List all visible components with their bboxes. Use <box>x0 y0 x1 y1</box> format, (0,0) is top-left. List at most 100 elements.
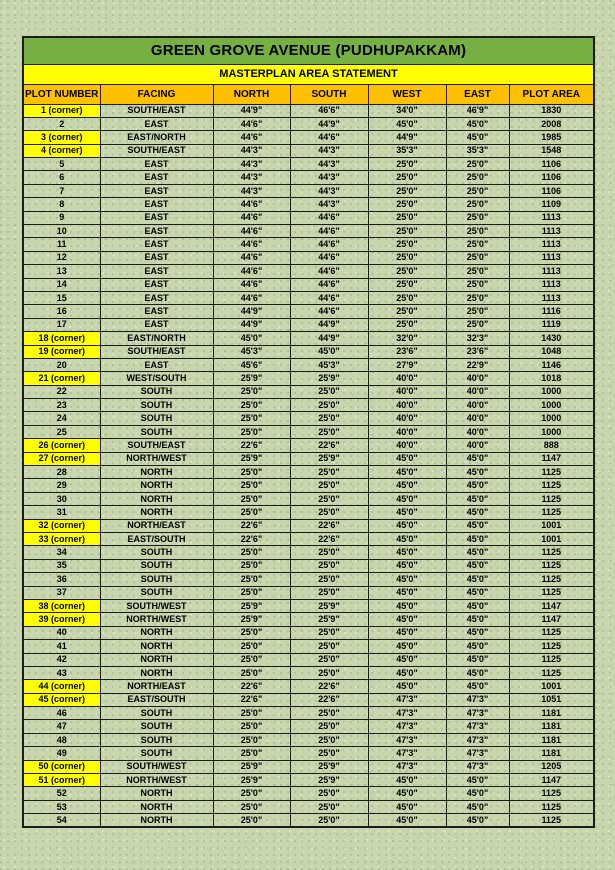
table-row: 44 (corner) NORTH/EAST 22'6" 22'6" 45'0" 45'0… <box>22 679 595 694</box>
cell-plot-area: 1113 <box>508 210 595 226</box>
plot-number-cell: 15 <box>22 290 101 306</box>
cell-west: 45'0" <box>367 813 447 828</box>
cell-east: 35'3" <box>445 143 510 159</box>
cell-east: 25'0" <box>445 264 510 279</box>
plot-table-body: 1 (corner) SOUTH/EAST 44'9" 46'6" 34'0" 46'9"… <box>22 103 595 828</box>
cell-north: 25'0" <box>212 639 291 654</box>
cell-facing: NORTH <box>99 639 214 654</box>
cell-east: 47'3" <box>445 732 510 748</box>
cell-west: 45'0" <box>367 572 447 587</box>
cell-west: 25'0" <box>367 157 447 172</box>
cell-west: 45'0" <box>367 585 447 600</box>
plot-number-cell: 28 <box>22 465 101 480</box>
cell-north: 22'6" <box>212 679 291 694</box>
table-row: 50 (corner) SOUTH/WEST 25'9" 25'9" 47'3" 47'3… <box>22 759 595 775</box>
cell-east: 40'0" <box>445 438 510 453</box>
cell-facing: NORTH/EAST <box>99 518 214 534</box>
table-row: 3 (corner) EAST/NORTH 44'6" 44'6" 44'9" 45'0"… <box>22 130 595 145</box>
cell-plot-area: 888 <box>508 438 595 453</box>
cell-plot-area: 1147 <box>508 773 595 788</box>
cell-plot-area: 1430 <box>508 331 595 346</box>
table-row: 34 SOUTH 25'0" 25'0" 45'0" 45'0" 1125 <box>22 545 595 560</box>
cell-west: 45'0" <box>367 465 447 480</box>
cell-facing: EAST <box>99 290 214 306</box>
cell-west: 47'3" <box>367 746 447 761</box>
cell-west: 25'0" <box>367 210 447 226</box>
cell-south: 25'9" <box>289 773 369 788</box>
cell-plot-area: 1125 <box>508 813 595 828</box>
cell-north: 44'9" <box>212 317 291 333</box>
plot-number-cell: 9 <box>22 210 101 226</box>
cell-facing: NORTH <box>99 478 214 493</box>
cell-north: 44'6" <box>212 224 291 239</box>
cell-facing: SOUTH <box>99 719 214 734</box>
masterplan-table: GREEN GROVE AVENUE (PUDHUPAKKAM) MASTERP… <box>22 36 596 829</box>
cell-south: 25'0" <box>289 558 369 574</box>
table-row: 54 NORTH 25'0" 25'0" 45'0" 45'0" 1125 <box>22 813 595 828</box>
plot-number-cell: 6 <box>22 170 101 185</box>
cell-south: 45'3" <box>289 357 369 373</box>
cell-plot-area: 1181 <box>508 746 595 761</box>
cell-west: 45'0" <box>367 652 447 667</box>
cell-south: 44'3" <box>289 157 369 172</box>
cell-facing: SOUTH <box>99 545 214 560</box>
cell-north: 44'6" <box>212 277 291 292</box>
cell-west: 47'3" <box>367 719 447 734</box>
cell-south: 22'6" <box>289 518 369 534</box>
cell-east: 25'0" <box>445 157 510 172</box>
cell-facing: NORTH <box>99 799 214 815</box>
cell-north: 44'3" <box>212 183 291 199</box>
cell-north: 44'9" <box>212 103 291 118</box>
cell-plot-area: 1048 <box>508 344 595 359</box>
col-header-west: WEST <box>367 83 447 105</box>
cell-south: 46'6" <box>289 103 369 118</box>
table-row: 23 SOUTH 25'0" 25'0" 40'0" 40'0" 1000 <box>22 398 595 413</box>
cell-facing: EAST <box>99 357 214 373</box>
cell-east: 45'0" <box>445 518 510 534</box>
cell-west: 45'0" <box>367 518 447 534</box>
plot-number-cell: 8 <box>22 197 101 212</box>
cell-south: 44'6" <box>289 304 369 319</box>
cell-east: 45'0" <box>445 799 510 815</box>
plot-number-cell: 1 (corner) <box>22 103 101 118</box>
cell-facing: NORTH <box>99 786 214 801</box>
plot-number-cell: 11 <box>22 237 101 252</box>
cell-south: 44'6" <box>289 264 369 279</box>
cell-east: 45'0" <box>445 116 510 132</box>
cell-north: 44'6" <box>212 264 291 279</box>
table-row: 38 (corner) SOUTH/WEST 25'9" 25'9" 45'0" 45'0… <box>22 598 595 614</box>
cell-south: 25'0" <box>289 706 369 721</box>
cell-east: 45'0" <box>445 491 510 507</box>
cell-south: 44'6" <box>289 130 369 145</box>
cell-east: 46'9" <box>445 103 510 118</box>
cell-plot-area: 1125 <box>508 572 595 587</box>
cell-south: 25'0" <box>289 545 369 560</box>
cell-facing: SOUTH <box>99 384 214 400</box>
table-row: 28 NORTH 25'0" 25'0" 45'0" 45'0" 1125 <box>22 465 595 480</box>
cell-plot-area: 1113 <box>508 224 595 239</box>
table-row: 27 (corner) NORTH/WEST 25'9" 25'9" 45'0" 45'0… <box>22 451 595 467</box>
table-row: 26 (corner) SOUTH/EAST 22'6" 22'6" 40'0" 40'0… <box>22 438 595 453</box>
table-row: 8 EAST 44'6" 44'3" 25'0" 25'0" 1109 <box>22 197 595 212</box>
col-header-north: NORTH <box>212 83 291 105</box>
cell-south: 25'0" <box>289 572 369 587</box>
plot-number-cell: 14 <box>22 277 101 292</box>
cell-south: 25'0" <box>289 384 369 400</box>
cell-west: 35'3" <box>367 143 447 159</box>
cell-north: 25'9" <box>212 598 291 614</box>
plot-number-cell: 49 <box>22 746 101 761</box>
cell-west: 45'0" <box>367 116 447 132</box>
cell-east: 45'0" <box>445 585 510 600</box>
cell-facing: EAST <box>99 277 214 292</box>
cell-west: 47'3" <box>367 706 447 721</box>
plot-number-cell: 48 <box>22 732 101 748</box>
cell-plot-area: 1113 <box>508 290 595 306</box>
cell-north: 25'0" <box>212 558 291 574</box>
plot-number-cell: 22 <box>22 384 101 400</box>
table-row: 31 NORTH 25'0" 25'0" 45'0" 45'0" 1125 <box>22 505 595 520</box>
cell-east: 25'0" <box>445 250 510 266</box>
cell-west: 47'3" <box>367 759 447 775</box>
title-row: GREEN GROVE AVENUE (PUDHUPAKKAM) <box>22 36 595 65</box>
cell-west: 23'6" <box>367 344 447 359</box>
